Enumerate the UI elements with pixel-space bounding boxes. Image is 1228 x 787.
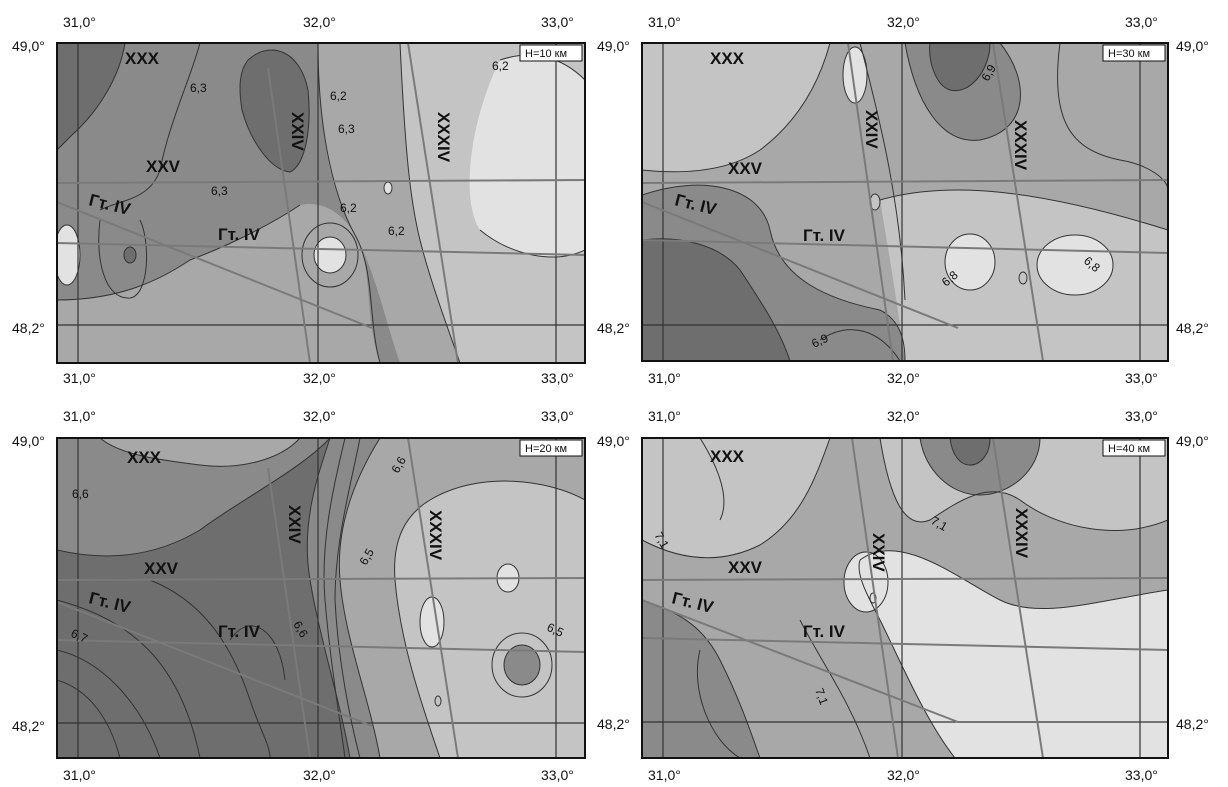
lat-tick: 49,0° — [12, 38, 45, 54]
lon-tick: 31,0° — [63, 767, 96, 783]
lat-tick: 48,2° — [12, 718, 45, 734]
lat-tick: 49,0° — [1176, 433, 1209, 449]
lat-tick: 48,2° — [12, 320, 45, 336]
profile-label: XXXIV — [426, 510, 445, 561]
lon-tick: 32,0° — [303, 370, 336, 386]
depth-label: H=30 км — [1108, 48, 1150, 60]
lon-tick: 31,0° — [648, 408, 681, 424]
contour-label: 6,3 — [211, 184, 228, 198]
contour-field — [57, 438, 585, 758]
lon-tick: 33,0° — [1125, 408, 1158, 424]
profile-labels: XXX XXV XXIV XXXIV Гт. IV Гт. IV — [670, 447, 1031, 641]
lon-tick: 33,0° — [541, 14, 574, 30]
lon-tick: 32,0° — [303, 767, 336, 783]
profile-label: XXV — [728, 558, 763, 577]
contour-field — [642, 438, 1168, 758]
profile-label: XXX — [710, 49, 745, 68]
contour-field — [57, 43, 585, 363]
lon-tick: 31,0° — [63, 370, 96, 386]
lon-tick: 33,0° — [1125, 14, 1158, 30]
depth-label: H=40 км — [1108, 443, 1150, 455]
depth-label: H=10 км — [525, 48, 567, 60]
profile-label: XXXIV — [434, 112, 453, 163]
lon-tick: 32,0° — [887, 408, 920, 424]
lat-tick: 48,2° — [597, 320, 630, 336]
profile-label: XXV — [728, 159, 763, 178]
lat-tick: 48,2° — [1176, 716, 1209, 732]
lon-tick: 32,0° — [303, 14, 336, 30]
depth-label: H=20 км — [525, 443, 567, 455]
lon-tick: 31,0° — [63, 14, 96, 30]
lat-tick: 49,0° — [597, 38, 630, 54]
lon-tick: 32,0° — [887, 767, 920, 783]
lat-tick: 49,0° — [12, 433, 45, 449]
lon-tick: 32,0° — [303, 408, 336, 424]
profile-label: XXIV — [288, 112, 307, 151]
profile-label: Гт. IV — [218, 622, 261, 641]
lat-tick: 48,2° — [1176, 320, 1209, 336]
lat-tick: 49,0° — [597, 433, 630, 449]
lon-tick: 33,0° — [1125, 767, 1158, 783]
profile-label: Гт. IV — [218, 225, 261, 244]
contour-labels: 6,3 6,3 6,2 6,3 6,2 6,2 6,2 — [190, 59, 509, 238]
contour-label: 6,6 — [72, 487, 89, 501]
lat-tick: 48,2° — [597, 716, 630, 732]
profile-label: XXIV — [862, 110, 881, 149]
profile-label: XXXIV — [1011, 120, 1030, 171]
contour-label: 6,3 — [338, 122, 355, 136]
lon-tick: 31,0° — [63, 408, 96, 424]
contour-label: 6,2 — [388, 224, 405, 238]
contour-label: 6,2 — [492, 59, 509, 73]
profile-label: XXV — [146, 157, 181, 176]
lon-tick: 31,0° — [648, 370, 681, 386]
lon-tick: 33,0° — [541, 408, 574, 424]
contour-label: 6,5 — [545, 620, 566, 640]
lon-tick: 31,0° — [648, 767, 681, 783]
contour-label: 6,9 — [809, 331, 830, 351]
map-panel-h20: 6,6 6,6 6,5 6,7 6,6 6,5 XXX XXV XXIV XXX… — [12, 408, 586, 783]
lon-tick: 32,0° — [887, 14, 920, 30]
lon-tick: 31,0° — [648, 14, 681, 30]
map-panel-h10: 6,3 6,3 6,2 6,3 6,2 6,2 6,2 XXX XXV XXIV… — [12, 14, 586, 386]
profile-label: Гт. IV — [803, 622, 846, 641]
contour-label: 7,1 — [812, 686, 831, 707]
contour-field — [642, 43, 1168, 361]
contour-label: 6,2 — [340, 201, 357, 215]
lat-tick: 49,0° — [1176, 38, 1209, 54]
contour-label: 6,7 — [69, 626, 90, 646]
lon-tick: 33,0° — [541, 370, 574, 386]
profile-label: XXXIV — [1012, 508, 1031, 559]
profile-labels: XXX XXV XXIV XXXIV Гт. IV Гт. IV — [673, 49, 1030, 245]
profile-label: XXIV — [285, 505, 304, 544]
lon-tick: 33,0° — [541, 767, 574, 783]
contour-label: 6,3 — [190, 81, 207, 95]
contour-label: 6,2 — [330, 89, 347, 103]
profile-label: XXX — [127, 448, 162, 467]
profile-label: XXIV — [869, 533, 888, 572]
profile-label: XXX — [710, 447, 745, 466]
profile-label: XXX — [125, 49, 160, 68]
profile-label: XXV — [144, 559, 179, 578]
profile-label: Гт. IV — [803, 226, 846, 245]
map-panel-h40: 7,1 7,1 7,1 XXX XXV XXIV XXXIV Гт. IV Гт… — [597, 408, 1209, 783]
lon-tick: 32,0° — [887, 370, 920, 386]
map-panel-h30: 6,9 6,8 6,8 6,9 XXX XXV XXIV XXXIV Гт. I… — [597, 14, 1209, 386]
lon-tick: 33,0° — [1125, 370, 1158, 386]
